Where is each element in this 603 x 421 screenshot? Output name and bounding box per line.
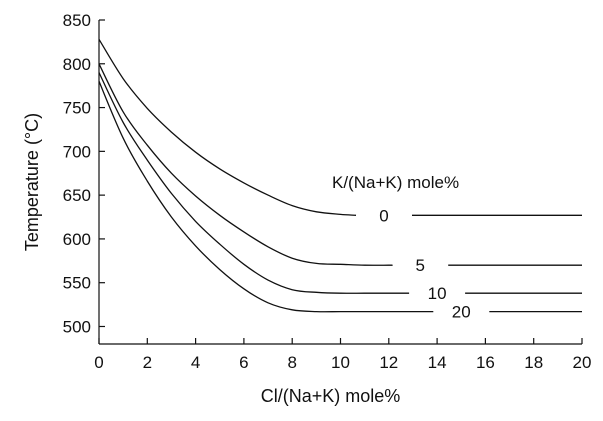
x-tick-label: 6: [239, 353, 248, 372]
x-tick-label: 20: [573, 353, 592, 372]
x-tick-label: 16: [476, 353, 495, 372]
y-tick-label: 600: [63, 230, 91, 249]
x-tick-label: 0: [94, 353, 103, 372]
series-label-20: 20: [452, 303, 471, 322]
plot-area: 0 2 4 6 8 10 12 14 16 18 20 500 550 600 650 700 750 800 8…: [63, 11, 592, 372]
y-tick-label: 850: [63, 11, 91, 30]
x-tick-label: 18: [524, 353, 543, 372]
y-tick-label: 800: [63, 55, 91, 74]
y-tick-label: 550: [63, 274, 91, 293]
y-tick-label: 500: [63, 317, 91, 336]
y-tick-label: 750: [63, 99, 91, 118]
y-ticks: 500 550 600 650 700 750 800 850: [63, 11, 105, 336]
series-line-5: [98, 63, 393, 266]
x-tick-label: 10: [331, 353, 350, 372]
x-axis-label: Cl/(Na+K) mole%: [261, 386, 401, 406]
series-line-0: [98, 38, 357, 216]
x-tick-label: 12: [379, 353, 398, 372]
x-tick-label: 14: [428, 353, 447, 372]
x-tick-label: 2: [143, 353, 152, 372]
legend-title: K/(Na+K) mole%: [332, 173, 459, 192]
y-axis-label: Temperature (°C): [22, 113, 42, 251]
x-tick-label: 8: [287, 353, 296, 372]
x-tick-label: 4: [191, 353, 200, 372]
series-line-20: [98, 81, 434, 313]
series-label-0: 0: [379, 206, 388, 225]
y-tick-label: 700: [63, 142, 91, 161]
x-ticks: 0 2 4 6 8 10 12 14 16 18 20: [94, 338, 591, 372]
series-label-5: 5: [415, 256, 424, 275]
curves: 0 510 20: [98, 38, 582, 322]
y-tick-label: 650: [63, 186, 91, 205]
series-line-10: [98, 72, 410, 294]
series-label-10: 10: [428, 284, 447, 303]
